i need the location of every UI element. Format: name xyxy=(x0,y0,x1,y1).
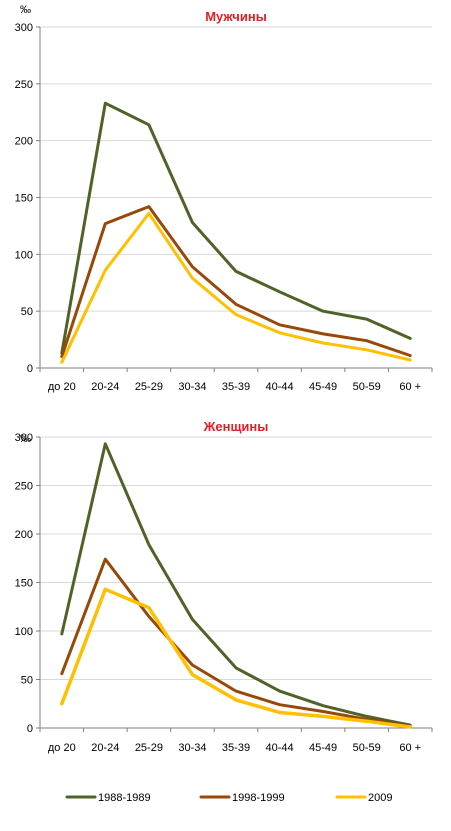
men-data-point xyxy=(235,303,238,306)
women-data-point xyxy=(365,720,368,723)
women-x-tick-label: 25-29 xyxy=(135,742,163,754)
women-data-point xyxy=(235,666,238,669)
men-data-point xyxy=(191,277,194,280)
men-y-tick-label: 0 xyxy=(27,363,33,375)
men-y-unit-label: ‰ xyxy=(20,4,31,16)
men-data-point xyxy=(104,269,107,272)
women-data-point xyxy=(278,711,281,714)
men-data-point xyxy=(409,354,412,357)
men-x-tick-label: 50-59 xyxy=(353,381,381,393)
men-data-point xyxy=(409,337,412,340)
men-x-tick-label: 40-44 xyxy=(265,381,293,393)
men-y-tick-label: 300 xyxy=(15,22,33,34)
men-x-tick-label: 30-34 xyxy=(178,381,206,393)
women-y-tick-label: 0 xyxy=(27,723,33,735)
women-data-point xyxy=(322,710,325,713)
women-x-tick-label: 40-44 xyxy=(265,742,293,754)
women-chart: 0 50 100 150 200 250 300 до 20 20-24 25-29 30-34 35… xyxy=(15,419,433,754)
men-data-point xyxy=(235,313,238,316)
men-data-point xyxy=(191,221,194,224)
women-data-point xyxy=(365,715,368,718)
women-x-tick-label: 30-34 xyxy=(178,742,206,754)
men-data-point xyxy=(147,205,150,208)
men-x-tick-label: до 20 xyxy=(48,381,76,393)
men-data-point xyxy=(365,348,368,351)
men-data-point xyxy=(147,212,150,215)
women-data-point xyxy=(322,715,325,718)
men-x-tick-label: 60 + xyxy=(399,381,421,393)
women-data-point xyxy=(60,702,63,705)
legend-label: 1998-1999 xyxy=(232,792,285,804)
women-data-point xyxy=(278,690,281,693)
women-chart-title: Женщины xyxy=(203,419,269,434)
men-series-line-1998-1999 xyxy=(60,205,412,359)
women-y-tick-label: 200 xyxy=(15,529,33,541)
women-data-point xyxy=(147,543,150,546)
men-data-point xyxy=(278,331,281,334)
women-series-line-1988-1989 xyxy=(60,442,412,727)
women-y-tick-label: 300 xyxy=(15,432,33,444)
women-series-line-2009 xyxy=(60,587,412,729)
women-data-point xyxy=(322,704,325,707)
women-y-tick-label: 50 xyxy=(21,675,33,687)
women-data-point xyxy=(104,558,107,561)
women-data-point xyxy=(104,442,107,445)
women-series-line-1998-1999 xyxy=(60,557,412,728)
men-data-point xyxy=(322,310,325,313)
men-x-tick-label: 35-39 xyxy=(222,381,250,393)
men-y-tick-label: 200 xyxy=(15,136,33,148)
men-data-point xyxy=(235,270,238,273)
women-x-tick-label: 20-24 xyxy=(91,742,119,754)
legend-label: 1988-1989 xyxy=(98,792,151,804)
men-series-line-2009 xyxy=(60,211,412,364)
women-y-tick-label: 100 xyxy=(15,626,33,638)
men-y-tick-label: 250 xyxy=(15,79,33,91)
women-y-tick-label: 150 xyxy=(15,578,33,590)
men-y-tick-label: 50 xyxy=(21,306,33,318)
men-y-tick-label: 150 xyxy=(15,193,33,205)
women-data-point xyxy=(191,673,194,676)
men-data-point xyxy=(147,123,150,126)
men-data-point xyxy=(365,318,368,321)
women-data-point xyxy=(235,698,238,701)
men-data-point xyxy=(365,339,368,342)
women-data-point xyxy=(104,588,107,591)
women-x-tick-label: до 20 xyxy=(48,742,76,754)
legend-label: 2009 xyxy=(368,792,392,804)
women-x-tick-label: 35-39 xyxy=(222,742,250,754)
women-y-unit-label: ‰ xyxy=(20,433,31,445)
men-data-point xyxy=(104,222,107,225)
women-data-point xyxy=(278,703,281,706)
men-data-point xyxy=(278,323,281,326)
men-data-point xyxy=(104,102,107,105)
women-x-tick-label: 60 + xyxy=(399,742,421,754)
men-chart: 0 50 100 150 200 250 300 до 20 20-24 25-29 30-34 35… xyxy=(15,4,433,393)
men-data-point xyxy=(409,359,412,362)
men-data-point xyxy=(322,332,325,335)
women-x-tick-label: 45-49 xyxy=(309,742,337,754)
men-x-tick-label: 20-24 xyxy=(91,381,119,393)
men-data-point xyxy=(278,290,281,293)
women-data-point xyxy=(191,618,194,621)
women-data-point xyxy=(60,672,63,675)
men-data-point xyxy=(322,341,325,344)
men-chart-title: Мужчины xyxy=(205,9,267,24)
men-x-tick-label: 45-49 xyxy=(309,381,337,393)
women-data-point xyxy=(409,726,412,729)
men-data-point xyxy=(60,361,63,364)
women-data-point xyxy=(191,663,194,666)
women-data-point xyxy=(147,615,150,618)
women-data-point xyxy=(147,606,150,609)
men-y-tick-label: 100 xyxy=(15,249,33,261)
men-series-line-1988-1989 xyxy=(60,101,412,355)
men-data-point xyxy=(191,265,194,268)
women-data-point xyxy=(235,690,238,693)
men-x-tick-label: 25-29 xyxy=(135,381,163,393)
chart-legend: 1988-1989 1998-1999 2009 xyxy=(65,792,392,804)
women-y-tick-label: 250 xyxy=(15,481,33,493)
women-x-tick-label: 50-59 xyxy=(353,742,381,754)
women-data-point xyxy=(60,632,63,635)
